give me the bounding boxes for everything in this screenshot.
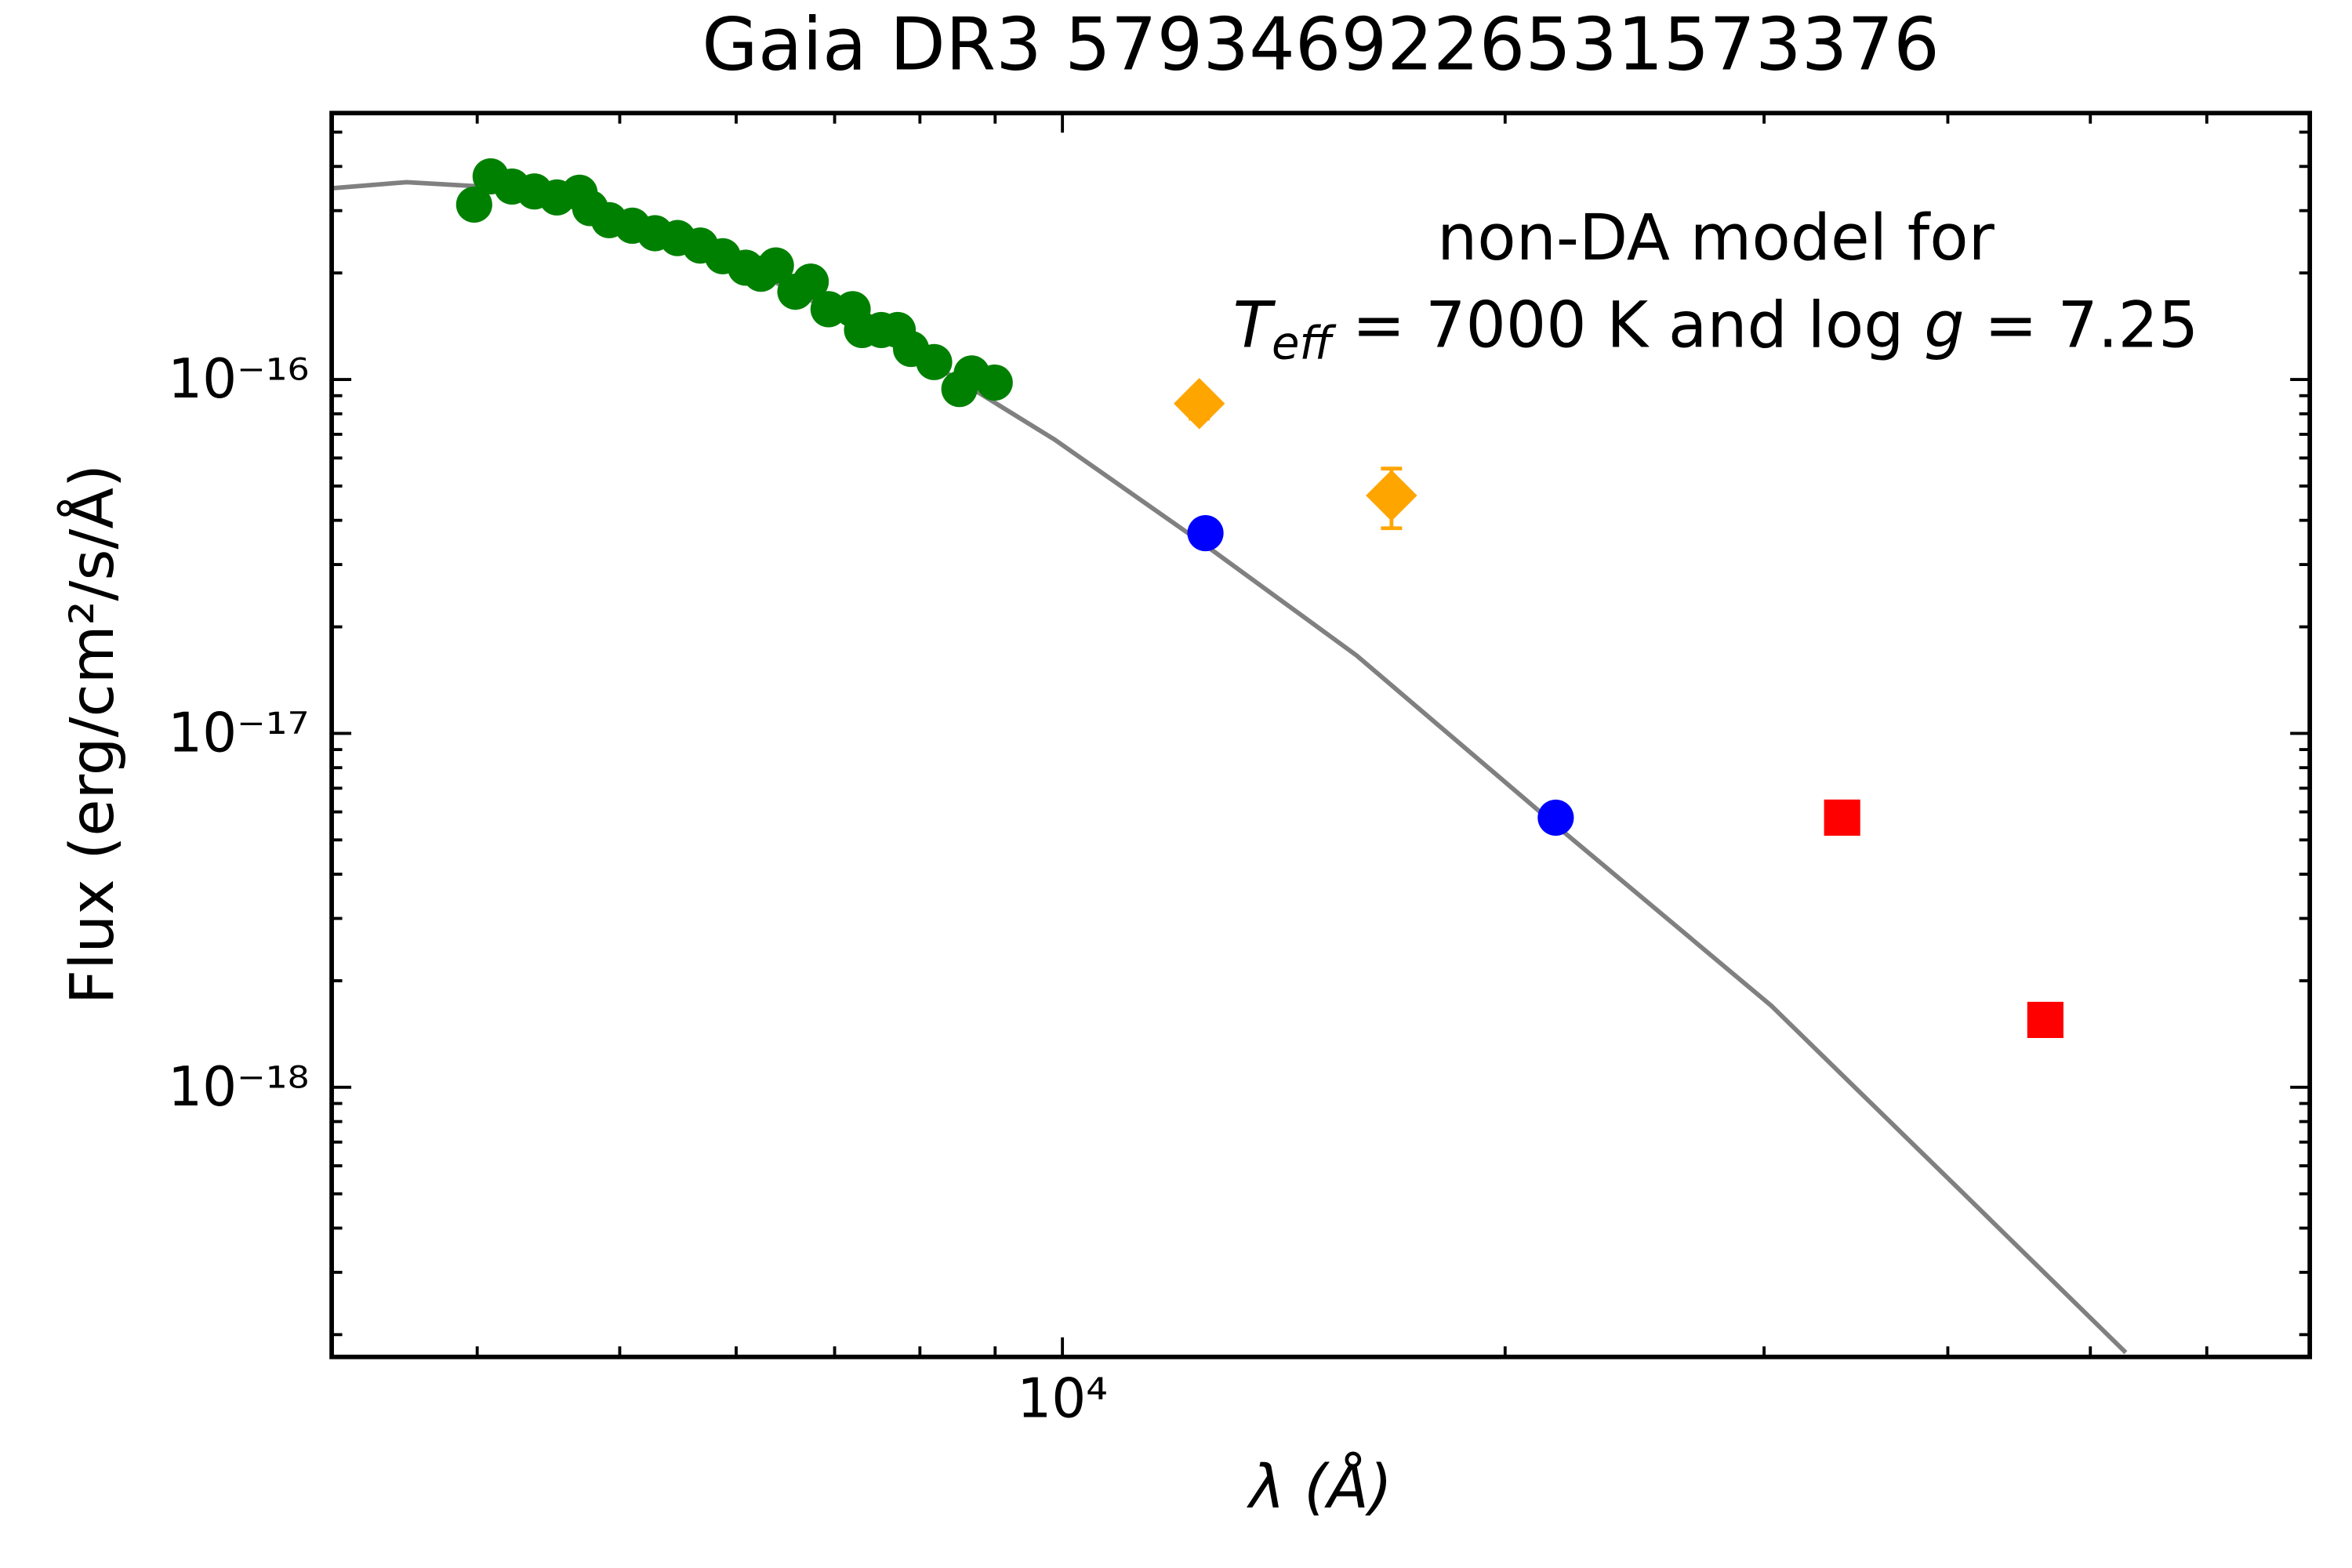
y-axis-label: Flux (erg/cm²/s/Å): [57, 464, 128, 1004]
annotation-part: = 7.25: [1964, 289, 2198, 362]
data-point: [456, 186, 492, 223]
data-point: [793, 263, 829, 300]
plot-frame: [329, 111, 2313, 1359]
x-tick-label: 10⁴: [1017, 1368, 1108, 1431]
y-tick-label: 10⁻¹⁸: [168, 1056, 309, 1119]
data-point: [916, 343, 953, 380]
annotation-part: g: [1924, 289, 1964, 362]
annotation: non-DA model for: [1437, 201, 1995, 275]
data-point: [1824, 799, 1860, 836]
data-point: [757, 247, 794, 284]
y-tick-label: 10⁻¹⁷: [168, 702, 309, 765]
annotation: Teff = 7000 K and log g = 7.25: [1233, 289, 2199, 369]
chart-title: Gaia DR3 5793469226531573376: [702, 2, 1940, 86]
x-axis-label: λ (Å): [1246, 1452, 1392, 1523]
data-point: [1187, 514, 1224, 552]
annotation-part: T: [1233, 289, 1276, 362]
data-point: [1537, 799, 1574, 836]
annotation-part: = 7000 K and log: [1332, 289, 1924, 362]
data-point: [2027, 1001, 2063, 1038]
data-point: [976, 364, 1013, 401]
annotation-part: eff: [1272, 317, 1336, 370]
data-point: [1174, 378, 1225, 430]
data-point: [1366, 470, 1417, 521]
y-tick-label: 10⁻¹⁶: [168, 348, 309, 411]
